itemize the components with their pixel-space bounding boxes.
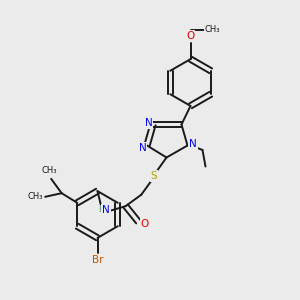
Text: N: N (145, 118, 152, 128)
Text: N: N (139, 143, 146, 153)
Text: CH₃: CH₃ (28, 192, 43, 201)
Text: H: H (98, 206, 104, 214)
Text: O: O (141, 219, 149, 229)
Text: Br: Br (92, 255, 103, 266)
Text: CH₃: CH₃ (204, 25, 220, 34)
Text: N: N (102, 205, 110, 215)
Text: N: N (189, 139, 197, 149)
Text: O: O (186, 31, 195, 41)
Text: S: S (151, 171, 157, 181)
Text: CH₃: CH₃ (42, 166, 57, 175)
